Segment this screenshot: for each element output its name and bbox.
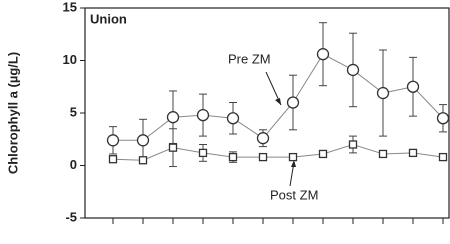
marker (226, 112, 240, 125)
arrow-head (291, 160, 296, 167)
marker (346, 63, 360, 77)
marker (408, 148, 418, 158)
marker (196, 108, 210, 122)
marker (376, 86, 390, 100)
arrow-head (275, 98, 281, 105)
marker (286, 96, 300, 109)
marker (406, 80, 420, 93)
marker (436, 112, 450, 125)
marker (108, 155, 118, 164)
marker (316, 48, 330, 61)
marker (168, 143, 178, 152)
y-tick-label: 10 (63, 52, 77, 67)
marker (378, 149, 388, 159)
annotation: Post ZM (270, 187, 318, 202)
y-axis-label: Chlorophyll a (µg/L) (5, 52, 20, 174)
y-tick-label: 15 (63, 0, 77, 14)
marker (198, 148, 208, 158)
marker (138, 156, 148, 165)
marker (318, 149, 328, 159)
marker (136, 134, 150, 147)
y-tick-label: -5 (65, 209, 77, 224)
annotation: Pre ZM (228, 51, 271, 66)
y-tick-label: 0 (70, 157, 77, 172)
marker (256, 132, 270, 145)
panel-label: Union (90, 11, 127, 26)
marker (228, 152, 238, 162)
marker (166, 111, 180, 124)
y-tick-label: 5 (70, 104, 77, 119)
marker (348, 140, 358, 149)
series-line (112, 143, 444, 161)
marker (288, 152, 298, 162)
marker (258, 152, 268, 162)
plot-frame (84, 7, 450, 219)
marker (106, 134, 120, 147)
marker (438, 152, 448, 162)
